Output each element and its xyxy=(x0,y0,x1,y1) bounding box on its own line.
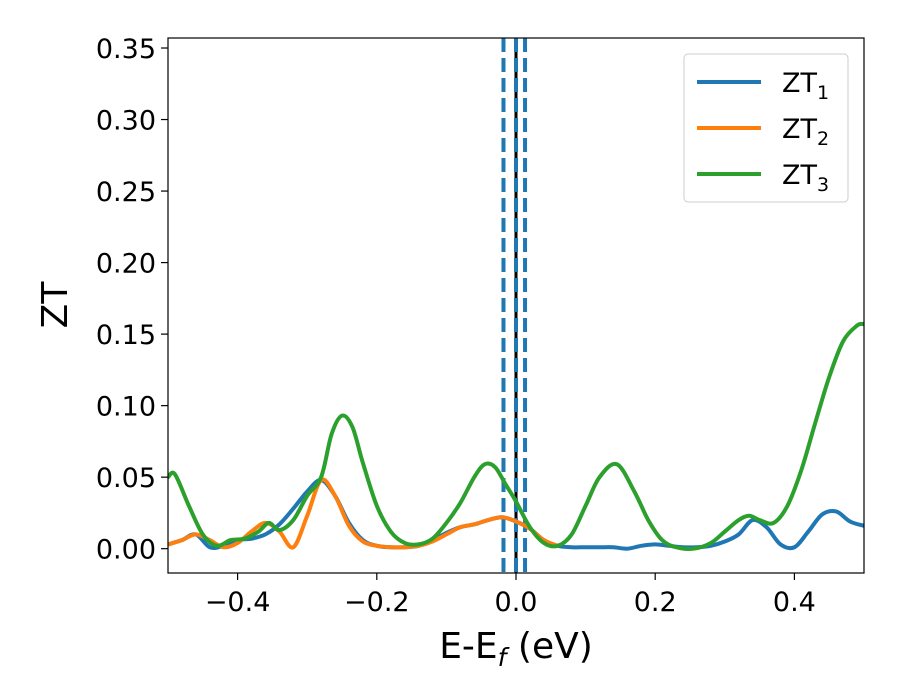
y-tick-label: 0.10 xyxy=(96,392,156,423)
y-tick-label: 0.35 xyxy=(96,34,156,65)
x-tick-label: −0.4 xyxy=(205,587,271,618)
y-tick-label: 0.30 xyxy=(96,106,156,137)
x-axis-label-unit: (eV) xyxy=(506,626,592,667)
series-line-2 xyxy=(168,477,560,550)
x-axis-label-main: E-E xyxy=(439,626,497,667)
legend-label-2: ZT2 xyxy=(782,114,829,150)
x-tick-label: 0.4 xyxy=(773,587,816,618)
y-tick-label: 0.25 xyxy=(96,177,156,208)
x-axis-label: E-Ef (eV) xyxy=(439,626,593,672)
x-tick-label: 0.0 xyxy=(495,587,538,618)
y-tick-label: 0.00 xyxy=(96,535,156,566)
y-axis-label: ZT xyxy=(35,281,76,329)
series-lines xyxy=(168,321,864,551)
x-tick-label: −0.2 xyxy=(344,587,410,618)
x-axis-ticks: −0.4 −0.2 0.0 0.2 0.4 xyxy=(205,573,816,618)
legend: ZT1 ZT2 ZT3 xyxy=(683,53,849,203)
legend-box xyxy=(683,53,849,203)
legend-label-3: ZT3 xyxy=(782,160,829,196)
legend-label-1: ZT1 xyxy=(782,68,829,104)
vertical-reference-lines xyxy=(501,38,528,573)
y-tick-label: 0.05 xyxy=(96,463,156,494)
x-tick-label: 0.2 xyxy=(634,587,677,618)
y-tick-label: 0.20 xyxy=(96,249,156,280)
y-tick-label: 0.15 xyxy=(96,320,156,351)
series-line-3 xyxy=(168,321,864,551)
y-axis-ticks: 0.00 0.05 0.10 0.15 0.20 0.25 0.30 0.35 xyxy=(96,34,168,566)
